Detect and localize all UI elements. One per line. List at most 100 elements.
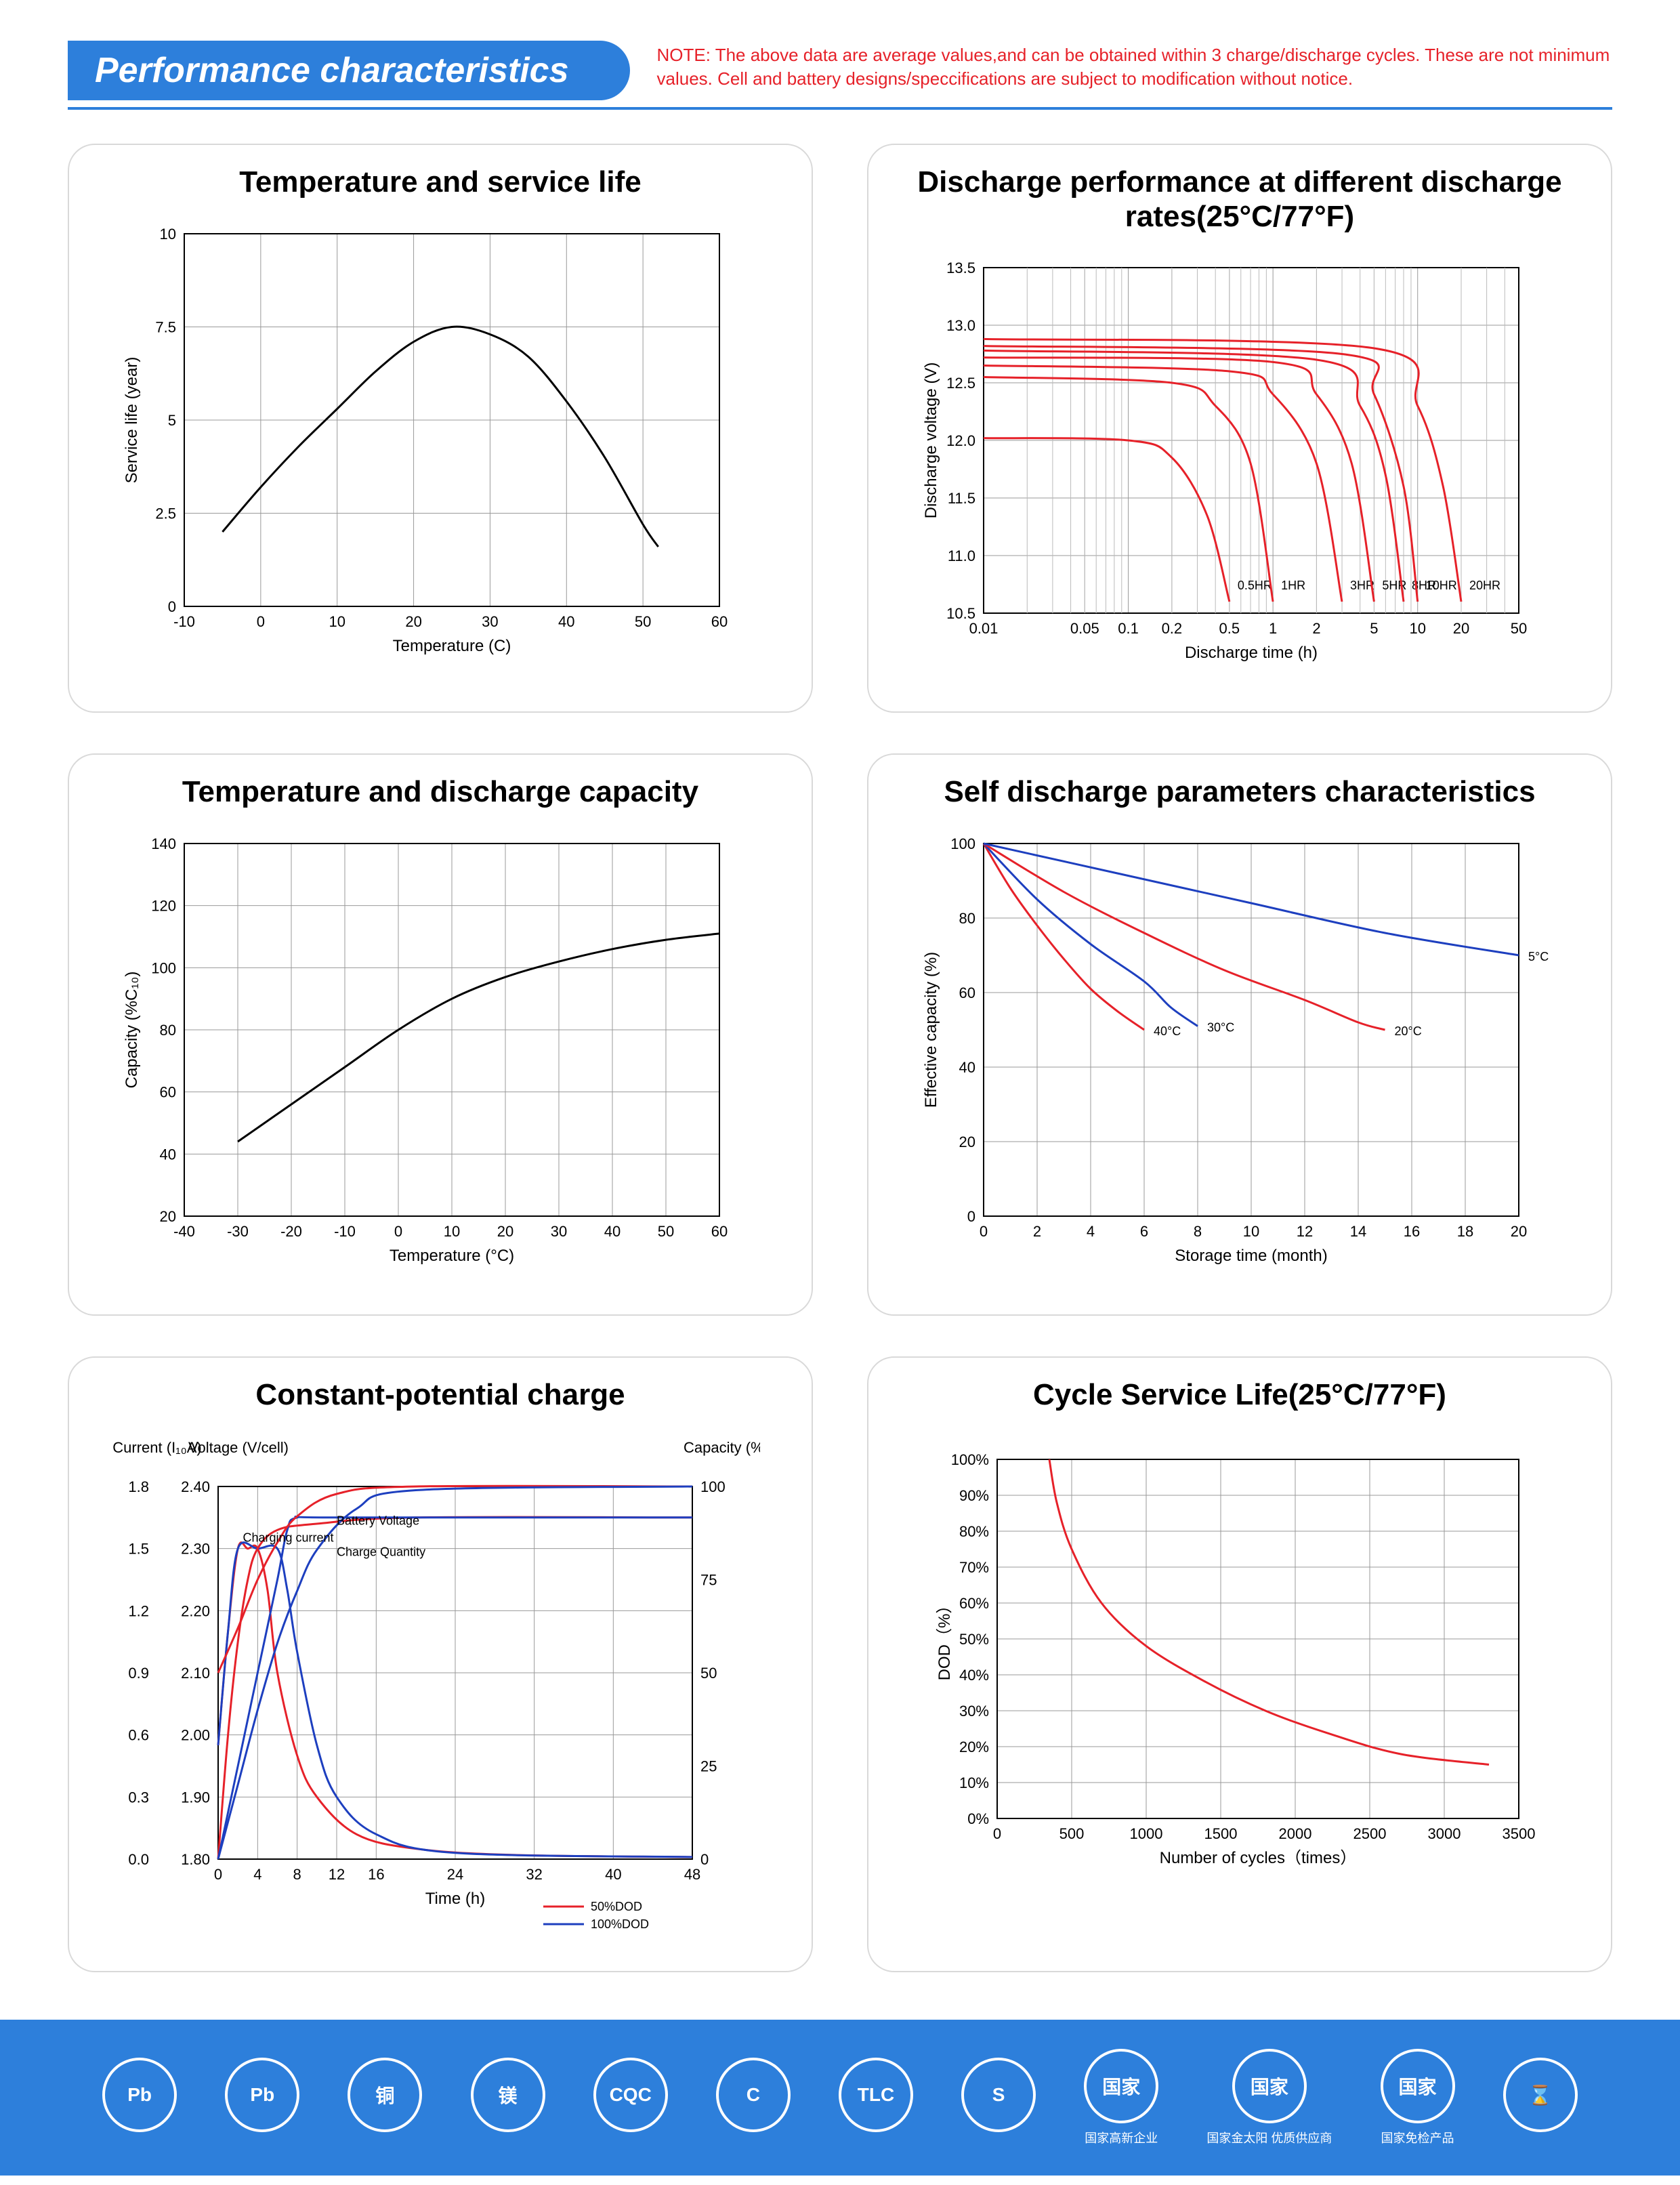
svg-text:1500: 1500	[1204, 1825, 1238, 1842]
svg-text:1.2: 1.2	[128, 1603, 149, 1620]
svg-text:8: 8	[1194, 1223, 1202, 1240]
svg-text:2.30: 2.30	[181, 1541, 210, 1558]
svg-text:6: 6	[1140, 1223, 1148, 1240]
cert-badge: Pb	[225, 2058, 299, 2138]
svg-text:24: 24	[447, 1866, 463, 1883]
svg-text:40: 40	[558, 613, 574, 630]
svg-text:80: 80	[160, 1022, 176, 1039]
svg-text:12: 12	[1297, 1223, 1313, 1240]
card-cycle-life: Cycle Service Life(25°C/77°F) 0%10%20%30…	[867, 1356, 1612, 1973]
svg-text:20: 20	[959, 1133, 975, 1150]
cert-badge: 国家国家高新企业	[1084, 2049, 1158, 2146]
svg-text:20: 20	[1511, 1223, 1527, 1240]
svg-text:0.1: 0.1	[1118, 620, 1139, 637]
cert-badge: Pb	[102, 2058, 177, 2138]
svg-text:14: 14	[1350, 1223, 1366, 1240]
svg-text:0.5: 0.5	[1219, 620, 1240, 637]
svg-text:4: 4	[253, 1866, 261, 1883]
chart-title: Temperature and discharge capacity	[96, 775, 784, 810]
svg-text:Charge Quantity: Charge Quantity	[337, 1545, 425, 1559]
chart-temp-capacity: 20406080100120140-40-30-20-1001020304050…	[96, 823, 760, 1284]
svg-text:-10: -10	[173, 613, 195, 630]
svg-text:Discharge voltage (V): Discharge voltage (V)	[922, 362, 940, 519]
svg-text:11.5: 11.5	[948, 490, 975, 507]
svg-text:100%: 100%	[951, 1451, 989, 1468]
svg-text:20: 20	[405, 613, 421, 630]
chart-title: Discharge performance at different disch…	[896, 165, 1584, 234]
svg-text:2.00: 2.00	[181, 1727, 210, 1744]
chart-const-potential: Current (I₁₀A)Voltage (V/cell)Capacity (…	[96, 1426, 760, 1940]
svg-text:30%: 30%	[959, 1703, 989, 1720]
svg-text:Charging current: Charging current	[243, 1531, 333, 1545]
svg-text:11.0: 11.0	[948, 547, 975, 564]
svg-text:40%: 40%	[959, 1667, 989, 1684]
svg-text:140: 140	[151, 835, 176, 852]
svg-text:0: 0	[993, 1825, 1001, 1842]
card-const-potential: Constant-potential charge Current (I₁₀A)…	[68, 1356, 813, 1973]
svg-text:Effective capacity (%): Effective capacity (%)	[922, 952, 940, 1108]
svg-text:12.5: 12.5	[946, 375, 975, 392]
cert-badge: 国家国家金太阳 优质供应商	[1206, 2049, 1332, 2146]
svg-text:60: 60	[160, 1083, 176, 1100]
svg-text:70%: 70%	[959, 1559, 989, 1576]
svg-text:30: 30	[551, 1223, 567, 1240]
svg-text:0.5HR: 0.5HR	[1238, 579, 1272, 592]
svg-text:0: 0	[967, 1208, 975, 1225]
svg-text:50: 50	[1511, 620, 1527, 637]
card-temp-life: Temperature and service life 02.557.510-…	[68, 144, 813, 713]
svg-text:100: 100	[950, 835, 975, 852]
svg-text:2: 2	[1033, 1223, 1041, 1240]
cert-badge: ⌛	[1503, 2058, 1578, 2138]
cert-badge: S	[961, 2058, 1036, 2138]
svg-text:2000: 2000	[1279, 1825, 1312, 1842]
chart-temp-life: 02.557.510-100102030405060Temperature (C…	[96, 213, 760, 674]
chart-title: Cycle Service Life(25°C/77°F)	[896, 1378, 1584, 1413]
header-row: Performance characteristics NOTE: The ab…	[68, 41, 1612, 100]
svg-text:40°C: 40°C	[1154, 1024, 1181, 1038]
svg-text:2.40: 2.40	[181, 1478, 210, 1495]
svg-text:10: 10	[1243, 1223, 1259, 1240]
svg-text:20°C: 20°C	[1395, 1024, 1422, 1038]
svg-text:5: 5	[1370, 620, 1378, 637]
svg-text:60: 60	[711, 1223, 728, 1240]
svg-text:8: 8	[293, 1866, 301, 1883]
svg-text:0: 0	[214, 1866, 222, 1883]
page-title: Performance characteristics	[68, 41, 630, 100]
svg-text:Capacity (%): Capacity (%)	[684, 1439, 760, 1456]
chart-title: Constant-potential charge	[96, 1378, 784, 1413]
svg-text:3000: 3000	[1428, 1825, 1461, 1842]
svg-text:40: 40	[604, 1223, 621, 1240]
svg-text:Storage time (month): Storage time (month)	[1175, 1247, 1327, 1265]
svg-text:4: 4	[1087, 1223, 1095, 1240]
card-self-discharge: Self discharge parameters characteristic…	[867, 753, 1612, 1316]
svg-text:90%: 90%	[959, 1487, 989, 1504]
svg-text:50%DOD: 50%DOD	[591, 1900, 642, 1913]
svg-text:0.0: 0.0	[128, 1851, 149, 1868]
svg-text:Capacity (%C₁₀): Capacity (%C₁₀)	[123, 971, 141, 1088]
svg-text:10HR: 10HR	[1426, 579, 1457, 592]
svg-text:-40: -40	[173, 1223, 195, 1240]
svg-text:Temperature (C): Temperature (C)	[393, 637, 511, 655]
chart-title: Temperature and service life	[96, 165, 784, 200]
svg-text:1.80: 1.80	[181, 1851, 210, 1868]
svg-text:20%: 20%	[959, 1739, 989, 1755]
svg-text:Time (h): Time (h)	[425, 1890, 485, 1908]
header-note: NOTE: The above data are average values,…	[657, 41, 1613, 91]
svg-text:-10: -10	[334, 1223, 356, 1240]
chart-self-discharge: 02040608010002468101214161820Storage tim…	[896, 823, 1559, 1284]
svg-text:50: 50	[635, 613, 651, 630]
svg-text:50: 50	[700, 1665, 717, 1682]
svg-text:1: 1	[1269, 620, 1277, 637]
svg-text:16: 16	[368, 1866, 384, 1883]
svg-text:0: 0	[700, 1851, 709, 1868]
svg-text:5°C: 5°C	[1528, 950, 1549, 963]
certification-footer: PbPb铜镁CQCCTLCS国家国家高新企业国家国家金太阳 优质供应商国家国家免…	[0, 2020, 1680, 2176]
svg-text:30: 30	[482, 613, 498, 630]
svg-text:75: 75	[700, 1572, 717, 1589]
svg-text:80%: 80%	[959, 1523, 989, 1540]
svg-text:100: 100	[151, 959, 176, 976]
svg-text:Temperature (°C): Temperature (°C)	[390, 1247, 514, 1265]
svg-text:13.0: 13.0	[946, 317, 975, 334]
svg-text:1.90: 1.90	[181, 1789, 210, 1806]
svg-text:Voltage (V/cell): Voltage (V/cell)	[188, 1439, 289, 1456]
